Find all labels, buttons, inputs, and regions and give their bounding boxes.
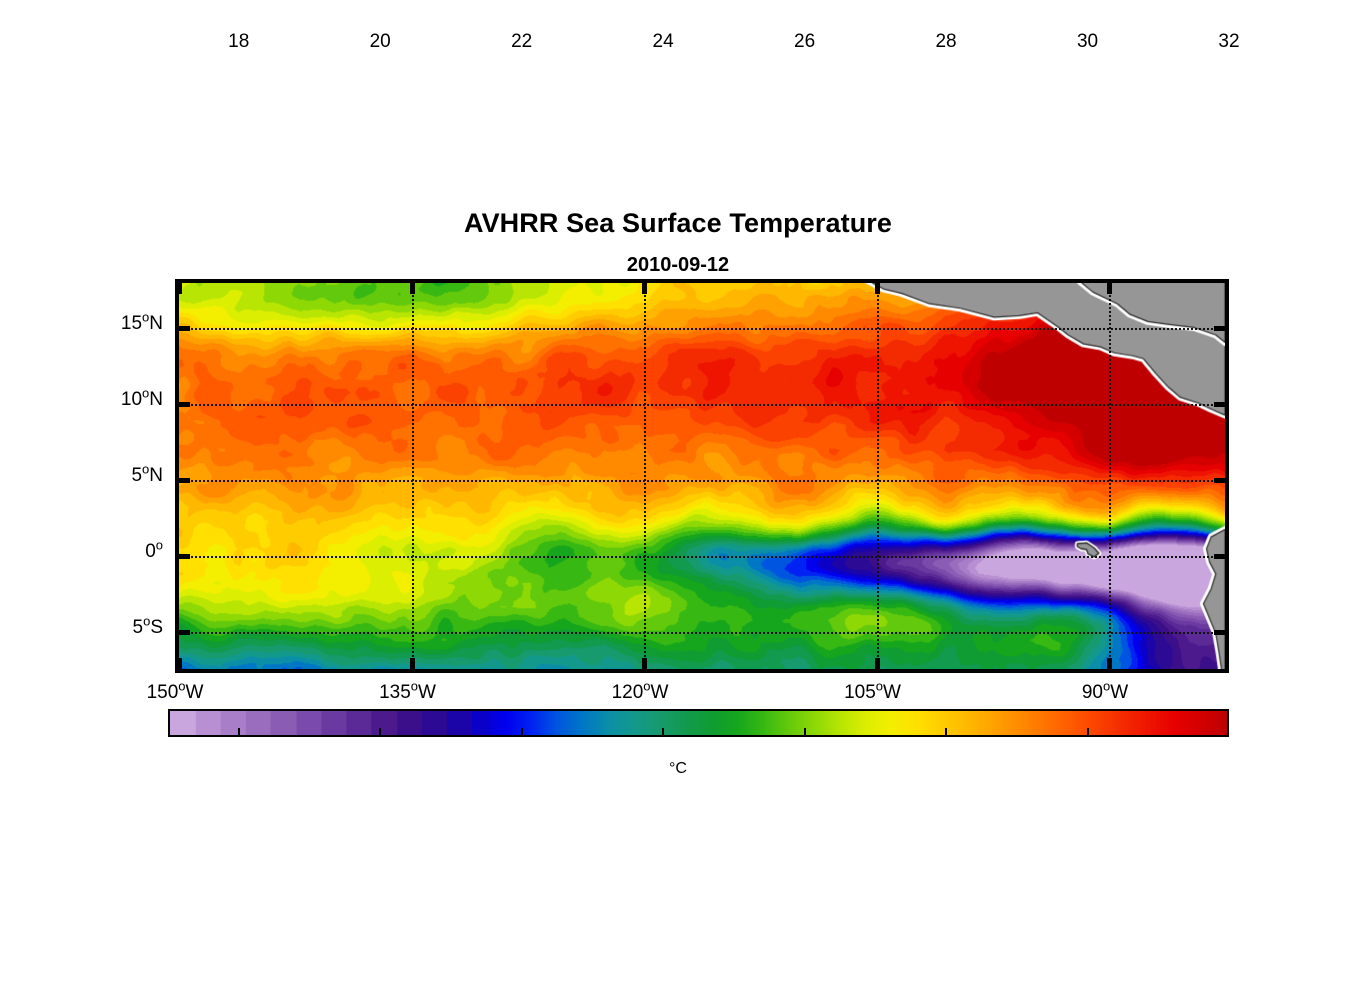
figure-subtitle: 2010-09-12 xyxy=(626,254,730,276)
y-axis-tick xyxy=(1214,326,1225,332)
y-axis-tick xyxy=(1214,478,1225,483)
x-axis-tick xyxy=(874,658,880,669)
x-axis-tick xyxy=(177,658,182,669)
colorbar-tick xyxy=(379,728,382,737)
y-axis-tick xyxy=(179,402,190,408)
x-axis-tick xyxy=(409,283,415,294)
x-axis-label: 120oW xyxy=(611,678,669,703)
x-axis-tick xyxy=(1107,283,1112,294)
x-axis-label: 150oW xyxy=(146,678,204,703)
y-axis-label: 5oS xyxy=(132,613,164,638)
colorbar-tick-label: 20 xyxy=(369,31,391,52)
colorbar-tick xyxy=(945,728,948,737)
x-axis-tick xyxy=(1107,658,1112,669)
colorbar-tick-label: 32 xyxy=(1218,31,1240,52)
colorbar-unit-label: °C xyxy=(669,760,687,777)
x-axis-tick xyxy=(642,283,647,294)
y-axis-tick xyxy=(179,553,190,559)
colorbar[interactable] xyxy=(168,709,1229,737)
y-axis-label: 10oN xyxy=(120,385,163,411)
x-axis-tick xyxy=(874,283,880,294)
colorbar-tick xyxy=(662,728,665,737)
y-axis-tick xyxy=(1214,402,1225,408)
colorbar-gradient xyxy=(168,709,1229,737)
y-axis-label: 5oN xyxy=(131,461,163,486)
y-axis-label: 0o xyxy=(145,537,163,562)
sst-heatmap-canvas xyxy=(179,283,1225,669)
map-plot-area[interactable] xyxy=(175,279,1229,673)
x-axis-tick xyxy=(177,283,182,294)
colorbar-tick xyxy=(237,728,240,737)
y-axis-tick xyxy=(179,478,190,483)
x-axis-label: 135oW xyxy=(379,678,436,703)
y-axis-tick xyxy=(179,326,190,332)
colorbar-tick xyxy=(803,728,806,737)
colorbar-tick-label: 18 xyxy=(228,31,250,52)
colorbar-tick xyxy=(520,728,523,737)
colorbar-tick-label: 26 xyxy=(794,31,816,52)
colorbar-tick-label: 24 xyxy=(652,31,674,52)
colorbar-tick-label: 28 xyxy=(935,31,957,52)
colorbar-tick-label: 22 xyxy=(511,31,533,52)
x-axis-label: 90oW xyxy=(1081,678,1129,703)
page-title: AVHRR Sea Surface Temperature xyxy=(463,208,893,238)
x-axis-tick xyxy=(642,658,647,669)
colorbar-tick-label: 30 xyxy=(1076,31,1099,52)
y-axis-tick xyxy=(1214,553,1225,559)
y-axis-label: 15oN xyxy=(120,310,163,335)
colorbar-tick xyxy=(1086,728,1089,737)
y-axis-tick xyxy=(179,629,190,635)
x-axis-label: 105oW xyxy=(844,678,901,703)
x-axis-tick xyxy=(409,658,415,669)
y-axis-tick xyxy=(1214,629,1225,635)
